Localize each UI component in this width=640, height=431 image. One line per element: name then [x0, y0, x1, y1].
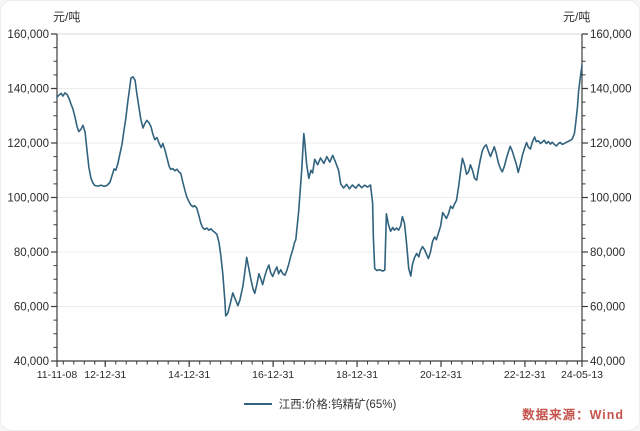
y-axis-unit-left: 元/吨: [53, 10, 81, 24]
y-tick-label-right: 60,000: [590, 302, 625, 314]
x-tick-label: 11-11-08: [37, 369, 78, 381]
y-tick-label-left: 120,000: [7, 138, 49, 150]
x-tick-label: 20-12-31: [420, 369, 462, 381]
y-axis-unit-right: 元/吨: [563, 10, 591, 24]
y-tick-label-right: 140,000: [590, 84, 632, 96]
y-tick-label-left: 100,000: [7, 193, 49, 205]
y-tick-label-right: 40,000: [590, 356, 625, 368]
legend-series-label: 江西:价格:钨精矿(65%): [278, 399, 397, 411]
y-tick-label-left: 140,000: [7, 84, 49, 96]
y-tick-label-right: 80,000: [590, 247, 625, 259]
x-tick-label: 12-12-31: [84, 369, 126, 381]
data-source-note: 数据来源：Wind: [522, 408, 624, 422]
legend: 江西:价格:钨精矿(65%): [0, 394, 640, 414]
y-tick-label-right: 100,000: [590, 193, 632, 205]
x-tick-label: 16-12-31: [252, 369, 294, 381]
x-tick-label: 18-12-31: [336, 369, 378, 381]
x-tick-label: 22-12-31: [504, 369, 546, 381]
price-line: [56, 64, 583, 317]
y-tick-label-left: 160,000: [7, 29, 49, 41]
y-tick-label-left: 60,000: [14, 302, 49, 314]
y-tick-label-left: 40,000: [14, 356, 49, 368]
y-tick-label-left: 80,000: [14, 247, 49, 259]
x-tick-label: 14-12-31: [168, 369, 210, 381]
y-tick-label-right: 120,000: [590, 138, 632, 150]
legend-line-swatch: [243, 403, 272, 405]
x-tick-label: 24-05-13: [561, 369, 603, 381]
y-tick-label-right: 160,000: [590, 29, 632, 41]
